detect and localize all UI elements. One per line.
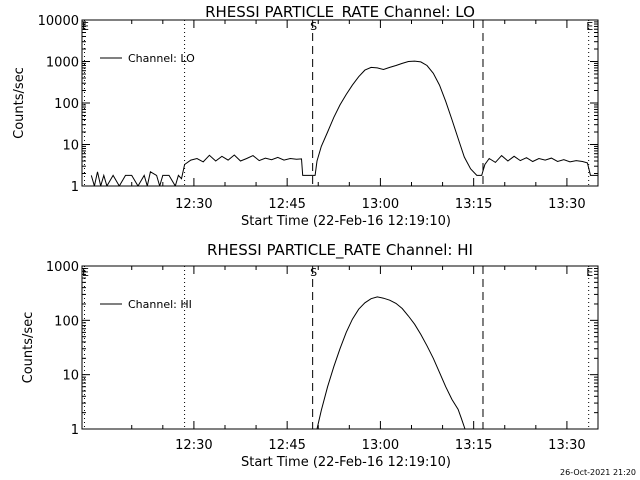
x-tick-label: 12:45 xyxy=(268,438,305,453)
y-axis-label: Counts/sec xyxy=(12,67,27,139)
y-tick-label: 10 xyxy=(62,369,79,384)
chart-title: RHESSI PARTICLE_RATE Channel: HI xyxy=(207,241,473,260)
panel-lo-chart: RHESSI PARTICLE_RATE Channel: LO 12:30 12:… xyxy=(12,3,599,229)
series-line xyxy=(90,60,598,186)
y-tick-label: 100 xyxy=(54,314,79,329)
footer-timestamp: 26-Oct-2021 21:20 xyxy=(560,468,636,477)
x-tick-label: 13:30 xyxy=(548,438,585,453)
x-tick-label: 13:00 xyxy=(362,438,399,453)
marker-label: E xyxy=(586,266,593,279)
x-axis-label: Start Time (22-Feb-16 12:19:10) xyxy=(241,214,451,229)
plot-frame xyxy=(81,265,599,430)
x-tick-label: 12:45 xyxy=(268,197,305,212)
marker-label: E xyxy=(586,20,593,33)
marker-label: S xyxy=(310,266,317,279)
x-axis-label: Start Time (22-Feb-16 12:19:10) xyxy=(241,455,451,470)
legend-label: Channel: LO xyxy=(128,52,195,65)
y-tick-label: 1000 xyxy=(46,260,79,275)
marker-label: S xyxy=(310,20,317,33)
y-tick-label: 100 xyxy=(54,97,79,112)
x-tick-label: 12:30 xyxy=(175,197,212,212)
y-tick-label: 1000 xyxy=(46,56,79,71)
series-line xyxy=(316,296,466,429)
marker-label: E xyxy=(82,266,89,279)
chart-title: RHESSI PARTICLE_RATE Channel: LO xyxy=(205,3,475,22)
legend-label: Channel: HI xyxy=(128,298,192,311)
y-axis-label: Counts/sec xyxy=(21,312,36,384)
panel-hi-chart: RHESSI PARTICLE_RATE Channel: HI 12:30 12:… xyxy=(21,241,599,470)
y-tick-label: 1 xyxy=(71,423,79,438)
x-tick-label: 13:15 xyxy=(455,197,492,212)
y-tick-label: 10000 xyxy=(38,14,79,29)
x-tick-label: 12:30 xyxy=(175,438,212,453)
x-tick-label: 13:15 xyxy=(455,438,492,453)
plot-frame xyxy=(81,19,599,187)
y-tick-label: 1 xyxy=(71,180,79,195)
marker-label: E xyxy=(82,20,89,33)
y-tick-label: 10 xyxy=(62,139,79,154)
x-tick-label: 13:00 xyxy=(362,197,399,212)
x-tick-label: 13:30 xyxy=(548,197,585,212)
